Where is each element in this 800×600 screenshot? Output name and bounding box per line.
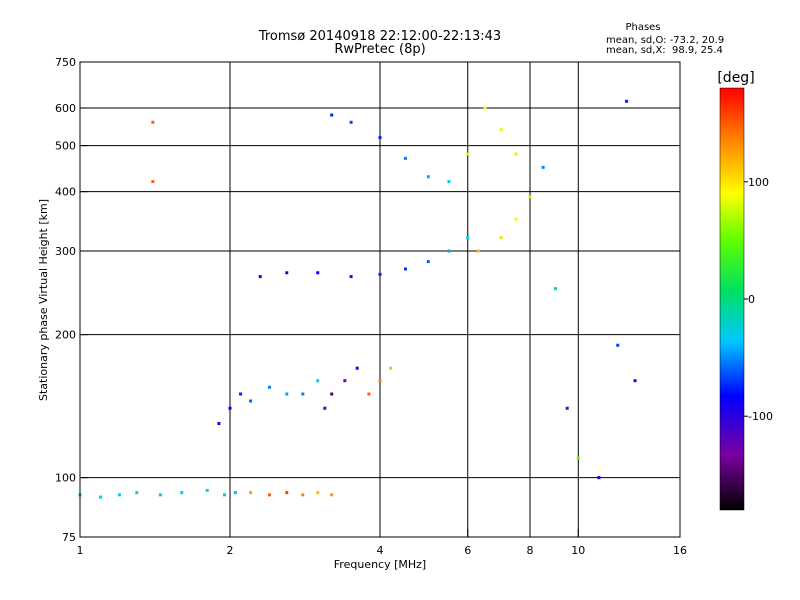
data-point xyxy=(316,379,320,383)
data-point xyxy=(205,488,209,492)
data-point xyxy=(389,366,393,370)
colorbar xyxy=(719,87,745,511)
data-point xyxy=(355,366,359,370)
data-point xyxy=(316,271,320,275)
x-tick-label: 2 xyxy=(227,544,234,557)
data-point xyxy=(330,113,334,117)
data-point xyxy=(158,493,162,497)
chart-title: Tromsø 20140918 22:12:00-22:13:43 xyxy=(258,29,501,44)
data-point xyxy=(285,491,289,495)
data-point xyxy=(553,287,557,291)
data-point xyxy=(151,180,155,184)
data-point xyxy=(528,195,532,199)
data-point xyxy=(514,217,518,221)
data-point xyxy=(330,392,334,396)
data-point xyxy=(378,272,382,276)
y-tick-label: 75 xyxy=(62,531,76,544)
data-point xyxy=(499,128,503,132)
data-point xyxy=(323,406,327,410)
data-point xyxy=(514,152,518,156)
data-point xyxy=(301,392,305,396)
colorbar-ticks: 100 0 -100 xyxy=(744,176,773,423)
data-point xyxy=(447,249,451,253)
grid-layer xyxy=(80,62,680,537)
data-point xyxy=(403,156,407,160)
y-tick-label: 300 xyxy=(55,245,76,258)
data-point xyxy=(378,136,382,140)
chart-subtitle: RwPretec (8p) xyxy=(334,42,425,57)
data-point xyxy=(99,495,103,499)
y-tick-label: 200 xyxy=(55,329,76,342)
data-point xyxy=(228,406,232,410)
data-point xyxy=(239,392,243,396)
x-tick-label: 16 xyxy=(673,544,687,557)
data-point xyxy=(349,120,353,124)
stats-heading: Phases xyxy=(625,22,660,33)
data-point xyxy=(403,267,407,271)
y-tick-label: 600 xyxy=(55,102,76,115)
data-point xyxy=(426,175,430,179)
data-point xyxy=(267,385,271,389)
x-tick-label: 1 xyxy=(77,544,84,557)
data-point xyxy=(597,476,601,480)
data-point xyxy=(576,456,580,460)
data-point xyxy=(267,493,271,497)
data-point xyxy=(249,399,253,403)
y-tick-label: 100 xyxy=(55,472,76,485)
data-point xyxy=(330,493,334,497)
data-point xyxy=(349,275,353,279)
x-tick-label: 10 xyxy=(571,544,585,557)
colorbar-tick-label: 100 xyxy=(748,176,769,189)
data-point xyxy=(135,491,139,495)
y-axis-label: Stationary phase Virtual Height [km] xyxy=(37,199,50,401)
data-point xyxy=(301,493,305,497)
data-point xyxy=(378,379,382,383)
data-point xyxy=(633,379,637,383)
data-point xyxy=(258,275,262,279)
data-point xyxy=(466,152,470,156)
points-layer xyxy=(78,99,637,499)
y-tick-label: 400 xyxy=(55,186,76,199)
data-point xyxy=(233,491,237,495)
colorbar-tick-label: 0 xyxy=(748,293,755,306)
data-point xyxy=(343,379,347,383)
data-point xyxy=(367,392,371,396)
data-point xyxy=(217,422,221,426)
data-point xyxy=(180,491,184,495)
data-point xyxy=(316,491,320,495)
data-point xyxy=(625,99,629,103)
ticks-layer: 1 2 4 6 8 10 16 75 100 200 300 400 500 600 750 xyxy=(55,56,687,557)
data-point xyxy=(223,493,227,497)
data-point xyxy=(426,260,430,264)
x-tick-label: 4 xyxy=(377,544,384,557)
data-point xyxy=(499,236,503,240)
data-point xyxy=(616,343,620,347)
data-point xyxy=(117,493,121,497)
data-point xyxy=(541,165,545,169)
data-point xyxy=(249,491,253,495)
data-point xyxy=(447,180,451,184)
x-tick-label: 6 xyxy=(464,544,471,557)
colorbar-tick-label: -100 xyxy=(748,410,773,423)
x-tick-label: 8 xyxy=(527,544,534,557)
stats-line-x: mean, sd,X: 98.9, 25.4 xyxy=(606,45,723,56)
data-point xyxy=(285,392,289,396)
data-point xyxy=(476,249,480,253)
data-point xyxy=(151,120,155,124)
y-tick-label: 750 xyxy=(55,56,76,69)
colorbar-label: [deg] xyxy=(717,70,754,86)
x-axis-label: Frequency [MHz] xyxy=(334,558,426,571)
data-point xyxy=(483,106,487,110)
y-tick-label: 500 xyxy=(55,140,76,153)
stats-line-o: mean, sd,O: -73.2, 20.9 xyxy=(606,35,724,46)
data-point xyxy=(466,236,470,240)
data-point xyxy=(285,271,289,275)
data-point xyxy=(565,406,569,410)
